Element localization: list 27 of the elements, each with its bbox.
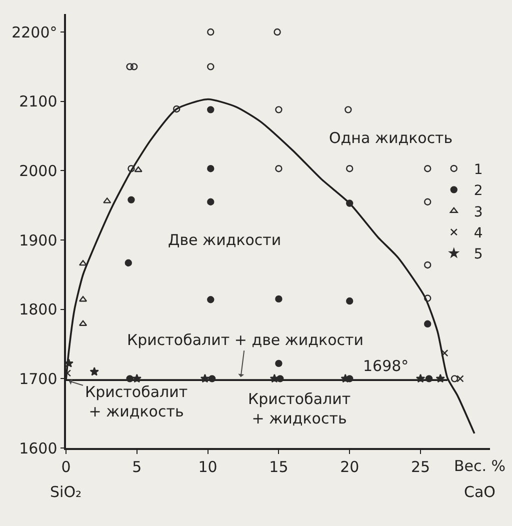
legend-label: 3: [474, 204, 483, 220]
annotation: Кристобалит + жидкость: [85, 383, 188, 420]
y-tick-label: 1800: [19, 300, 58, 319]
y-tick-label: 2000: [19, 162, 58, 180]
y-tick-label: 1900: [19, 231, 58, 250]
legend-label: 1: [474, 162, 483, 178]
y-tick-label: 2200°: [12, 23, 58, 42]
text: CaO: [464, 483, 496, 501]
annotation: Одна жидкость: [329, 129, 453, 147]
y-tick-label: 1600: [19, 439, 58, 458]
x-tick-label: 0: [61, 458, 71, 476]
text: SiO₂: [50, 483, 82, 501]
x-tick-label: 5: [132, 458, 142, 476]
annotation: 1698°: [363, 357, 409, 375]
y-tick-label: 1700: [19, 370, 58, 388]
x-axis-title: Вес. %: [454, 457, 506, 475]
annotation: Две жидкости: [168, 231, 282, 249]
x-tick-label: 15: [269, 458, 288, 476]
annotation: Кристобалит + две жидкости: [127, 331, 364, 349]
x-tick-label: 10: [198, 458, 218, 476]
legend-label: 4: [474, 226, 483, 242]
x-tick-label: 20: [340, 458, 360, 476]
annotation: Кристобалит + жидкость: [248, 390, 351, 428]
x-tick-label: 25: [410, 458, 430, 476]
legend-label: 5: [474, 246, 483, 263]
y-tick-label: 2100: [19, 92, 58, 111]
legend-label: 2: [474, 183, 483, 200]
